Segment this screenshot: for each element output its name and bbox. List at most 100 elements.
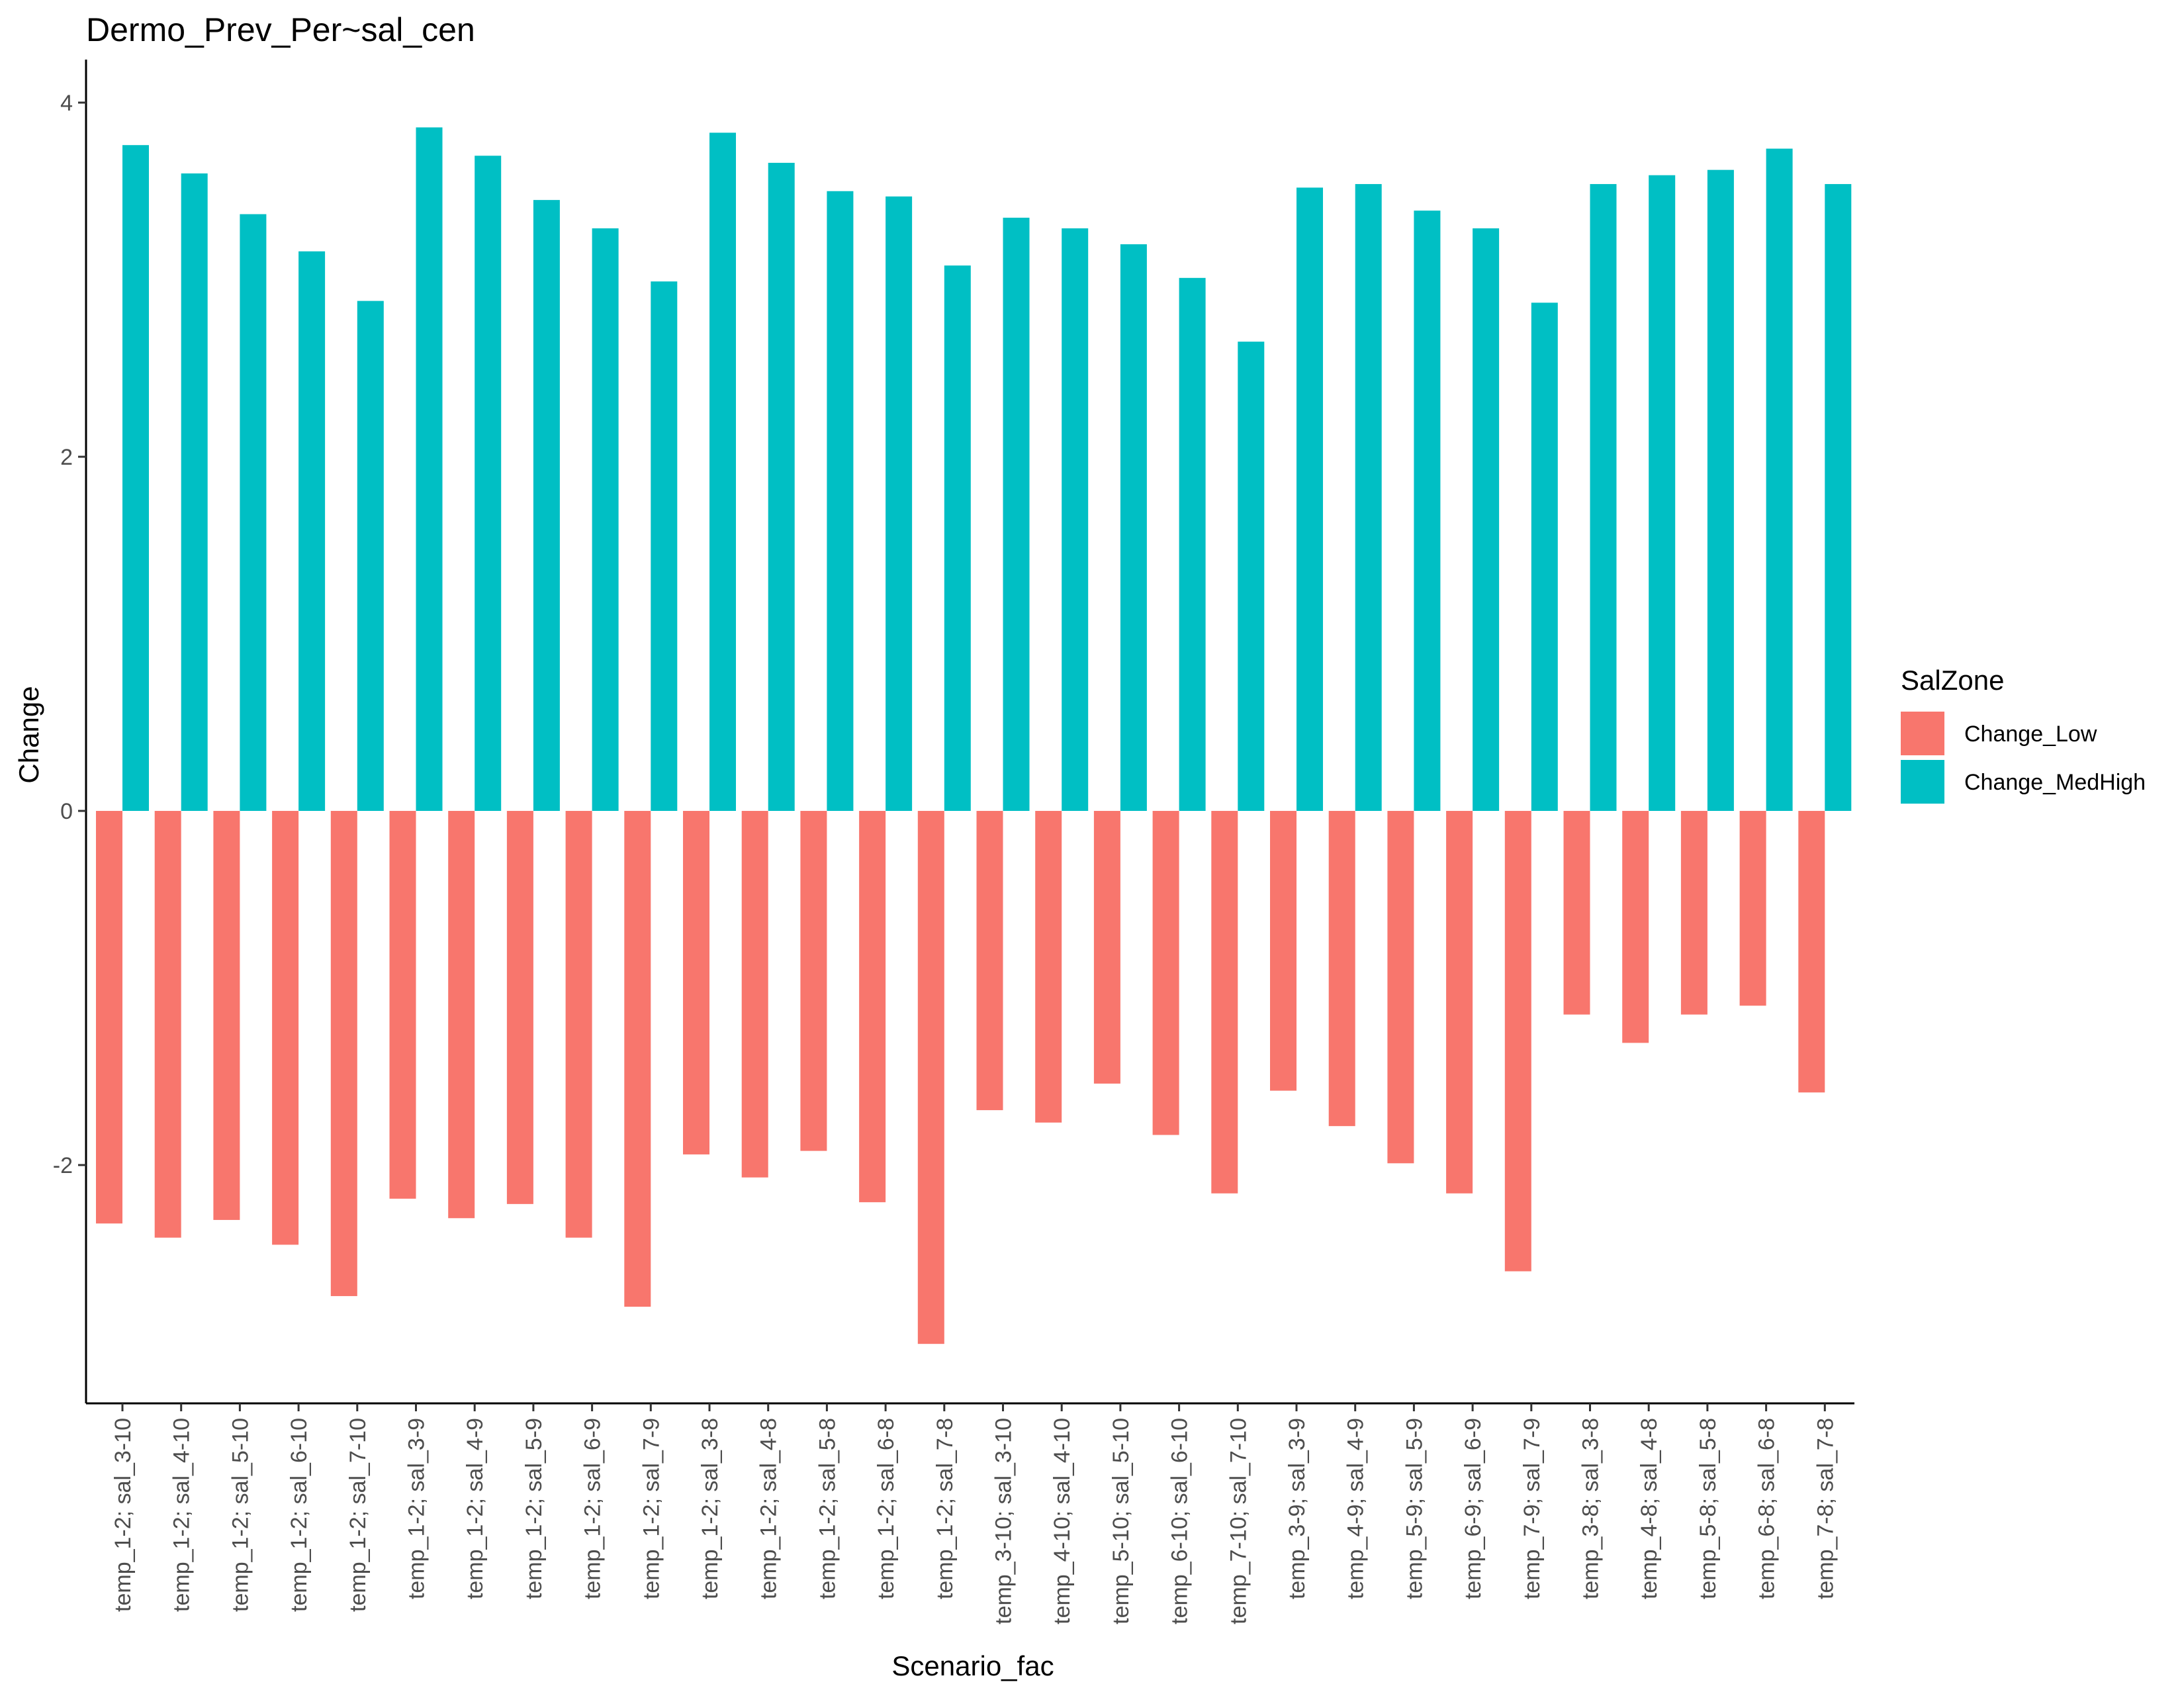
bar-change-low bbox=[917, 811, 944, 1344]
bar-change-medhigh bbox=[1590, 184, 1617, 811]
x-tick-label: temp_3-10; sal_3-10 bbox=[991, 1418, 1017, 1624]
bar-change-medhigh bbox=[181, 173, 208, 811]
legend-key-change-low bbox=[1901, 712, 1944, 755]
y-axis: -2 0 2 4 bbox=[53, 60, 87, 1403]
bar-change-low bbox=[154, 811, 181, 1238]
bar-change-low bbox=[859, 811, 886, 1203]
x-tick-label: temp_1-2; sal_7-10 bbox=[345, 1418, 371, 1612]
bar-change-medhigh bbox=[827, 191, 854, 811]
bar-change-medhigh bbox=[1355, 184, 1382, 811]
bar-change-low bbox=[1739, 811, 1766, 1006]
x-tick-label: temp_1-2; sal_5-9 bbox=[522, 1418, 547, 1599]
legend: SalZone Change_Low Change_MedHigh bbox=[1901, 665, 2146, 804]
bar-change-medhigh bbox=[1003, 217, 1030, 811]
bar-change-low bbox=[1270, 811, 1297, 1091]
bar-change-medhigh bbox=[357, 301, 384, 812]
bar-change-low bbox=[1152, 811, 1179, 1135]
chart-title: Dermo_Prev_Per~sal_cen bbox=[86, 11, 475, 48]
x-tick-label: temp_7-9; sal_7-9 bbox=[1520, 1418, 1545, 1599]
x-tick-label: temp_1-2; sal_5-10 bbox=[228, 1418, 253, 1612]
x-tick-label: temp_7-10; sal_7-10 bbox=[1226, 1418, 1251, 1624]
bar-change-low bbox=[272, 811, 299, 1245]
bar-change-low bbox=[976, 811, 1003, 1111]
bar-change-low bbox=[741, 811, 768, 1178]
bar-change-medhigh bbox=[709, 132, 736, 812]
bar-change-medhigh bbox=[1825, 184, 1852, 811]
bar-change-low bbox=[506, 811, 533, 1204]
bar-change-low bbox=[448, 811, 475, 1219]
x-tick-label: temp_4-8; sal_4-8 bbox=[1637, 1418, 1662, 1599]
bar-change-medhigh bbox=[768, 162, 795, 811]
y-tick-label: 4 bbox=[60, 91, 73, 116]
bar-change-medhigh bbox=[592, 228, 619, 811]
bar-change-low bbox=[1563, 811, 1590, 1015]
bar-change-medhigh bbox=[298, 251, 326, 811]
bar-change-low bbox=[683, 811, 709, 1154]
bar-change-medhigh bbox=[1414, 211, 1441, 811]
x-axis-title: Scenario_fac bbox=[891, 1650, 1054, 1681]
bar-change-medhigh bbox=[651, 281, 678, 811]
x-tick-label: temp_4-10; sal_4-10 bbox=[1050, 1418, 1075, 1624]
bar-change-medhigh bbox=[533, 200, 560, 811]
bar-change-medhigh bbox=[475, 156, 502, 811]
legend-label-change-medhigh: Change_MedHigh bbox=[1964, 770, 2146, 795]
bar-change-low bbox=[1504, 811, 1531, 1272]
legend-items: Change_Low Change_MedHigh bbox=[1901, 712, 2146, 804]
x-tick-label: temp_1-2; sal_4-8 bbox=[756, 1418, 782, 1599]
x-tick-label: temp_6-8; sal_6-8 bbox=[1754, 1418, 1780, 1599]
x-tick-label: temp_3-8; sal_3-8 bbox=[1578, 1418, 1604, 1599]
bar-change-low bbox=[565, 811, 592, 1238]
bars-group bbox=[96, 127, 1852, 1344]
bar-change-low bbox=[1328, 811, 1355, 1127]
bar-change-low bbox=[213, 811, 240, 1220]
x-tick-label: temp_1-2; sal_3-9 bbox=[404, 1418, 430, 1599]
bar-change-medhigh bbox=[1238, 342, 1265, 811]
x-tick-label: temp_6-9; sal_6-9 bbox=[1461, 1418, 1486, 1599]
bar-change-medhigh bbox=[944, 265, 971, 812]
legend-label-change-low: Change_Low bbox=[1964, 722, 2097, 747]
bar-change-low bbox=[800, 811, 827, 1151]
bar-change-low bbox=[1211, 811, 1238, 1194]
bar-change-low bbox=[1622, 811, 1649, 1043]
bar-change-low bbox=[1035, 811, 1062, 1123]
x-tick-label: temp_5-10; sal_5-10 bbox=[1109, 1418, 1134, 1624]
bar-change-medhigh bbox=[886, 196, 913, 811]
legend-title: SalZone bbox=[1901, 665, 2004, 696]
bar-change-low bbox=[389, 811, 416, 1199]
bar-change-medhigh bbox=[1473, 228, 1500, 811]
bar-change-medhigh bbox=[1707, 169, 1734, 811]
bar-change-medhigh bbox=[1766, 148, 1793, 812]
bar-change-medhigh bbox=[1062, 228, 1089, 811]
x-tick-label: temp_1-2; sal_4-9 bbox=[463, 1418, 488, 1599]
bar-change-low bbox=[1093, 811, 1120, 1084]
x-axis: temp_1-2; sal_3-10 temp_1-2; sal_4-10 temp… bbox=[86, 1402, 1854, 1624]
x-tick-label: temp_1-2; sal_3-10 bbox=[111, 1418, 136, 1612]
bar-change-medhigh bbox=[1649, 175, 1676, 811]
y-tick-label: -2 bbox=[53, 1153, 73, 1178]
bar-change-medhigh bbox=[1297, 187, 1323, 811]
bar-change-low bbox=[96, 811, 122, 1224]
bar-change-low bbox=[330, 811, 357, 1296]
y-tick-label: 0 bbox=[60, 799, 73, 824]
x-tick-label: temp_1-2; sal_3-8 bbox=[698, 1418, 723, 1599]
x-tick-label: temp_6-10; sal_6-10 bbox=[1167, 1418, 1193, 1624]
x-tick-label: temp_5-9; sal_5-9 bbox=[1402, 1418, 1427, 1599]
x-tick-label: temp_1-2; sal_7-9 bbox=[639, 1418, 664, 1599]
x-tick-label: temp_4-9; sal_4-9 bbox=[1343, 1418, 1369, 1599]
x-tick-label: temp_3-9; sal_3-9 bbox=[1285, 1418, 1310, 1599]
legend-key-change-medhigh bbox=[1901, 760, 1944, 804]
bar-change-low bbox=[1680, 811, 1707, 1015]
x-tick-label: temp_1-2; sal_6-10 bbox=[287, 1418, 312, 1612]
x-tick-label: temp_1-2; sal_5-8 bbox=[815, 1418, 840, 1599]
bar-change-medhigh bbox=[416, 127, 443, 812]
x-tick-label: temp_5-8; sal_5-8 bbox=[1696, 1418, 1721, 1599]
x-tick-label: temp_7-8; sal_7-8 bbox=[1813, 1418, 1838, 1599]
y-tick-label: 2 bbox=[60, 445, 73, 470]
bar-change-low bbox=[1446, 811, 1473, 1194]
bar-change-medhigh bbox=[122, 145, 149, 811]
y-axis-title: Change bbox=[13, 686, 44, 783]
bar-change-low bbox=[624, 811, 651, 1307]
bar-change-medhigh bbox=[1531, 303, 1558, 811]
